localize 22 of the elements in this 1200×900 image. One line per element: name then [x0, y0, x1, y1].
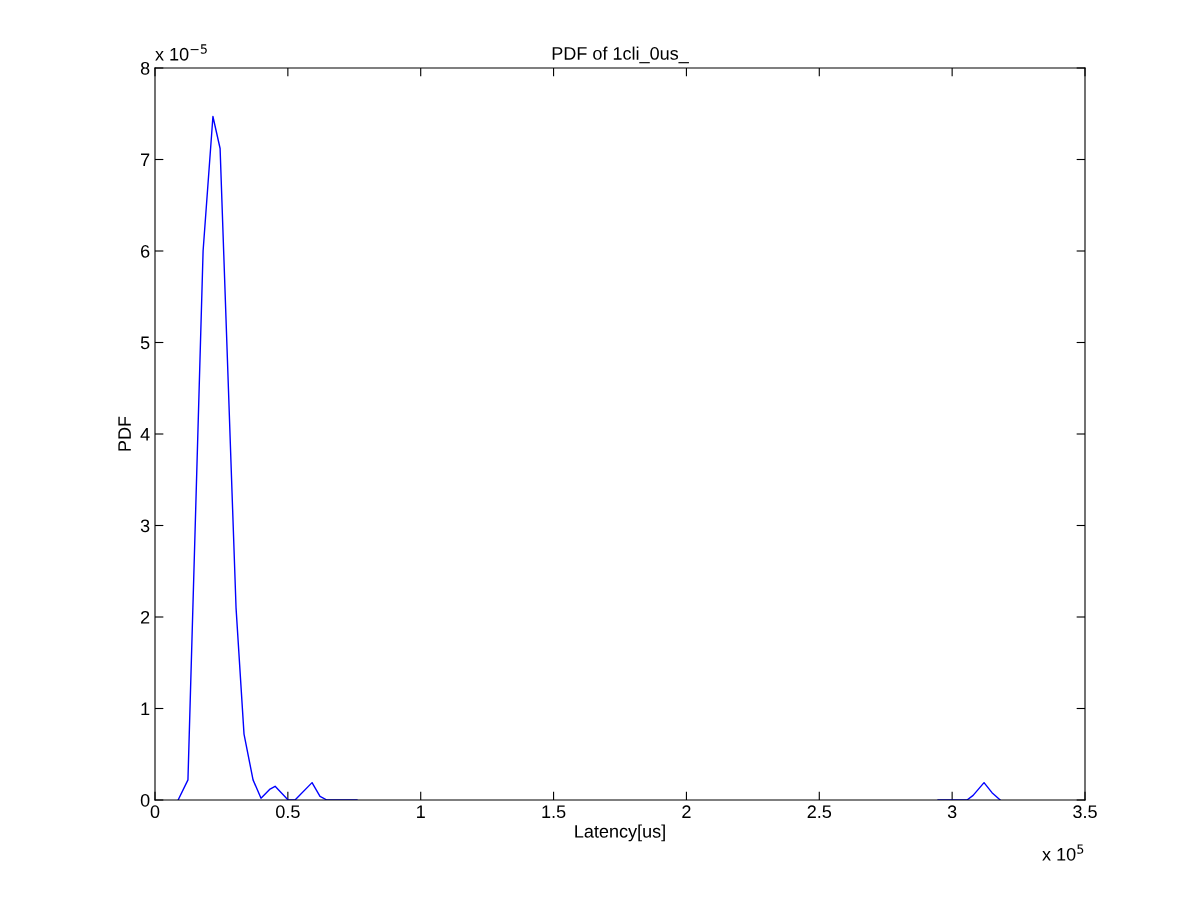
text: x 10$^{5}$ [1042, 844, 1084, 861]
x-tick-label: 2.5 [807, 805, 832, 819]
x-tick-label: 0 [150, 805, 160, 819]
y-tick-label: 4 [140, 428, 150, 441]
y-tick-label: 3 [140, 519, 150, 533]
x-axis-title: Latency[us] [575, 824, 665, 842]
y-tick-label: 8 [140, 61, 150, 75]
y-tick-label: 1 [141, 702, 150, 716]
y-tick-label: 6 [141, 244, 150, 258]
x-tick-label: 2 [682, 805, 691, 818]
x-tick-label: 1 [417, 805, 425, 818]
y-tick-label: 0 [140, 793, 150, 807]
x-tick-label: 3 [947, 805, 957, 819]
chart-title: PDF of 1cli_0us_ [552, 46, 689, 64]
y-axis-title: PDF [118, 416, 131, 451]
text: x 10$^{−5}$ [155, 44, 207, 61]
y-tick-label: 5 [140, 336, 150, 350]
x-tick-label: 0.5 [276, 805, 300, 819]
y-tick-label: 7 [141, 153, 150, 167]
x-tick-label: 3.5 [1073, 805, 1097, 819]
x-tick-label: 1.5 [542, 805, 566, 819]
y-tick-label: 2 [141, 610, 150, 624]
